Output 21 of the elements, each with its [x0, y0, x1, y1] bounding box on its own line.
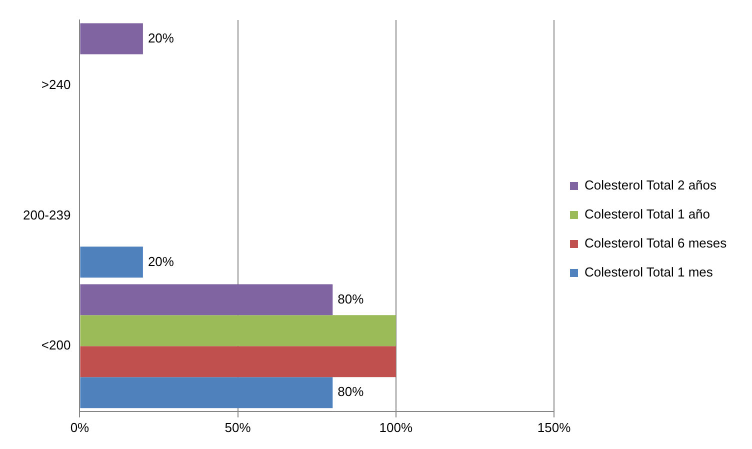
x-tick-label: 150%: [537, 420, 572, 435]
y-tick-label: <200: [41, 338, 71, 353]
bar: [80, 246, 143, 278]
data-label: 80%: [338, 384, 364, 400]
bar: [80, 284, 333, 316]
bar: [80, 377, 333, 408]
data-label: 20%: [148, 30, 174, 46]
x-tick-label: 0%: [70, 420, 90, 435]
bar: [80, 23, 143, 54]
legend-label: Colesterol Total 1 mes: [584, 264, 714, 280]
legend-label: Colesterol Total 2 años: [584, 178, 718, 193]
legend-label: Colesterol Total 6 meses: [584, 236, 728, 251]
data-label: 20%: [148, 254, 174, 269]
y-tick-label: >240: [41, 76, 71, 92]
legend-label: Colesterol Total 1 año: [584, 206, 710, 222]
bar: [80, 346, 396, 378]
data-label: 80%: [338, 291, 364, 306]
x-tick-label: 100%: [379, 420, 413, 435]
bar: [80, 315, 396, 346]
y-tick-label: 200-239: [22, 207, 71, 222]
x-tick-label: 50%: [224, 420, 252, 435]
